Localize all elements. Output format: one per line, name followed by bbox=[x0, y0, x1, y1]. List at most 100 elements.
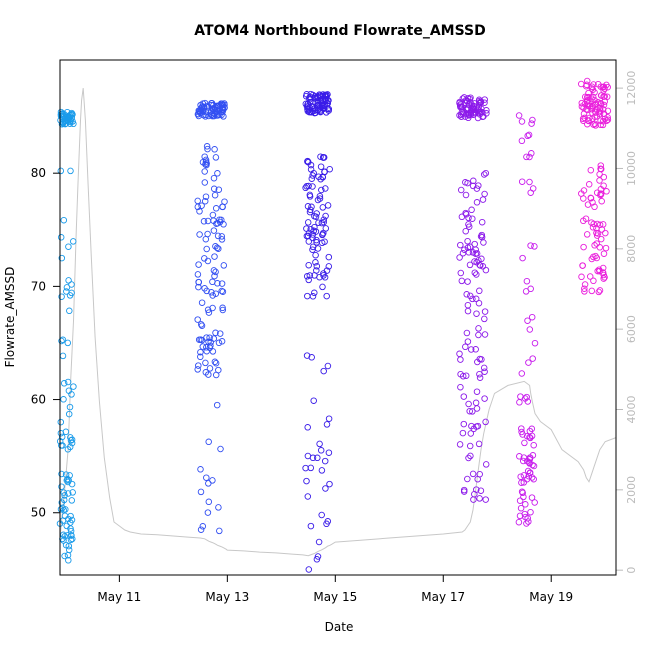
scatter-point bbox=[194, 197, 201, 205]
scatter-point bbox=[481, 308, 489, 315]
scatter-point bbox=[467, 292, 474, 300]
scatter-point bbox=[479, 196, 487, 203]
scatter-point bbox=[530, 441, 537, 449]
scatter-point bbox=[60, 216, 68, 224]
scatter-point bbox=[218, 280, 226, 287]
scatter-point bbox=[201, 179, 209, 186]
scatter-point bbox=[313, 556, 321, 563]
scatter-point bbox=[458, 277, 466, 285]
scatter-point bbox=[206, 365, 214, 372]
scatter-point bbox=[522, 288, 530, 295]
scatter-point bbox=[203, 474, 210, 481]
scatter-point bbox=[67, 437, 75, 444]
scatter-point bbox=[205, 438, 212, 446]
scatter-point bbox=[325, 449, 333, 456]
scatter-point bbox=[314, 454, 321, 462]
scatter-point bbox=[523, 277, 531, 285]
scatter-point bbox=[64, 490, 72, 497]
scatter-point bbox=[194, 271, 202, 278]
scatter-point bbox=[214, 280, 221, 287]
scatter-point bbox=[310, 397, 317, 404]
scatter-point bbox=[521, 510, 529, 518]
scatter-point bbox=[579, 115, 587, 123]
scatter-point bbox=[60, 380, 68, 387]
scatter-point bbox=[215, 339, 223, 347]
scatter-point bbox=[64, 532, 71, 539]
scatter-point bbox=[600, 275, 607, 282]
scatter-point bbox=[304, 493, 312, 500]
scatter-point bbox=[585, 93, 592, 101]
scatter-point bbox=[203, 245, 210, 253]
scatter-point bbox=[459, 372, 467, 380]
scatter-point bbox=[313, 262, 321, 270]
scatter-point bbox=[220, 262, 228, 269]
scatter-point bbox=[57, 506, 65, 513]
scatter-point bbox=[528, 313, 536, 321]
scatter-point bbox=[596, 287, 604, 294]
data-points-layer bbox=[56, 77, 612, 573]
scatter-point bbox=[457, 186, 465, 194]
scatter-point bbox=[477, 487, 485, 494]
scatter-point bbox=[320, 367, 327, 375]
scatter-point bbox=[309, 454, 317, 462]
scatter-point bbox=[585, 89, 592, 97]
scatter-point bbox=[68, 480, 76, 488]
scatter-point bbox=[321, 238, 328, 245]
scatter-point bbox=[326, 480, 333, 488]
scatter-point bbox=[526, 153, 533, 161]
scatter-point bbox=[476, 99, 484, 106]
scatter-point bbox=[211, 272, 218, 280]
scatter-point bbox=[519, 431, 526, 438]
scatter-point bbox=[589, 199, 596, 206]
scatter-point bbox=[583, 231, 591, 238]
scatter-point bbox=[528, 150, 535, 157]
scatter-point bbox=[529, 452, 537, 459]
scatter-point bbox=[478, 255, 485, 263]
scatter-point bbox=[593, 189, 601, 196]
scatter-point bbox=[325, 415, 333, 422]
scatter-point bbox=[517, 393, 524, 400]
scatter-point bbox=[205, 338, 212, 345]
scatter-point bbox=[588, 105, 596, 113]
scatter-point bbox=[305, 182, 312, 190]
scatter-point bbox=[464, 237, 471, 245]
scatter-point bbox=[478, 218, 486, 226]
scatter-point bbox=[304, 424, 311, 431]
scatter-point bbox=[476, 100, 483, 107]
scatter-point bbox=[479, 113, 486, 121]
scatter-point bbox=[475, 97, 483, 105]
scatter-point bbox=[465, 214, 472, 222]
scatter-point bbox=[482, 461, 490, 468]
scatter-point bbox=[471, 240, 478, 248]
scatter-point bbox=[221, 104, 228, 111]
scatter-point bbox=[475, 182, 482, 189]
y-tick-label: 80 bbox=[31, 166, 46, 180]
scatter-point bbox=[600, 93, 607, 100]
scatter-point bbox=[471, 269, 479, 276]
scatter-point bbox=[518, 479, 525, 486]
scatter-point bbox=[219, 304, 226, 312]
scatter-point bbox=[321, 274, 329, 281]
scatter-point bbox=[472, 346, 479, 353]
scatter-point bbox=[597, 185, 605, 193]
scatter-point bbox=[204, 509, 212, 516]
scatter-point bbox=[601, 85, 608, 92]
scatter-point bbox=[65, 515, 72, 523]
scatter-point bbox=[531, 499, 538, 506]
scatter-point bbox=[585, 114, 593, 122]
scatter-point bbox=[203, 143, 211, 150]
scatter-point bbox=[589, 86, 597, 93]
scatter-point bbox=[214, 170, 221, 177]
scatter-point bbox=[586, 273, 594, 280]
scatter-point bbox=[594, 230, 602, 237]
scatter-point bbox=[459, 429, 467, 437]
scatter-point bbox=[207, 108, 215, 115]
scatter-point bbox=[212, 205, 220, 212]
scatter-point bbox=[202, 111, 209, 118]
scatter-point bbox=[476, 374, 484, 381]
scatter-point bbox=[198, 322, 206, 329]
scatter-point bbox=[203, 344, 210, 351]
scatter-point bbox=[524, 317, 531, 324]
scatter-point bbox=[58, 483, 65, 490]
scatter-point bbox=[65, 546, 73, 554]
